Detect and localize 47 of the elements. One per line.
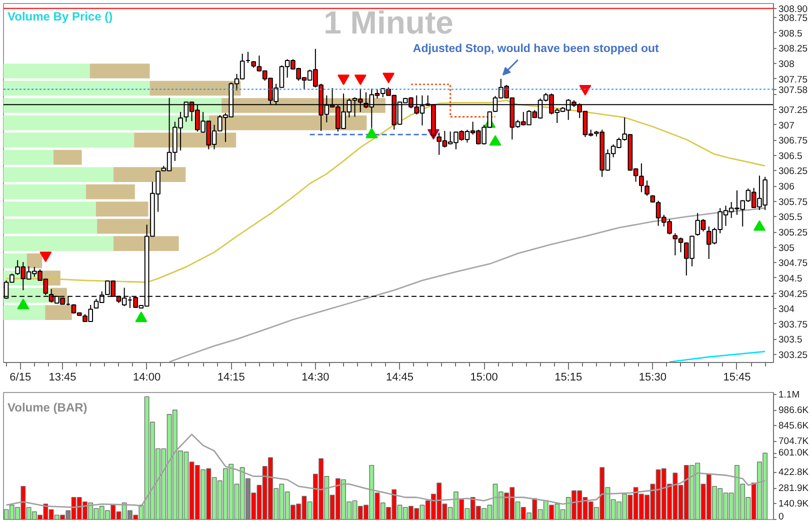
y-tick-label: 140.9K [778, 498, 810, 510]
y-tick-label: 305.5 [778, 212, 802, 224]
y-tick-label: 306.5 [778, 150, 802, 162]
y-tick-label: 306 [778, 182, 794, 193]
ref-line-label: 307.58 [778, 84, 808, 96]
chart-title: 1 Minute [324, 4, 454, 40]
y-tick-label: 303.25 [778, 350, 808, 362]
y-tick-label: 704.7K [778, 436, 810, 448]
y-tick-label: 307.75 [778, 74, 808, 86]
x-tick-label: 6/15 [10, 372, 32, 384]
y-tick-label: 304.25 [778, 288, 808, 300]
y-tick-label: 304.75 [778, 258, 808, 270]
y-tick-label: 307.25 [778, 104, 808, 116]
y-tick-label: 0 [778, 512, 784, 522]
y-tick-label: 306.25 [778, 166, 808, 178]
y-tick-label: 308.5 [778, 28, 802, 40]
y-tick-label: 304.5 [778, 273, 802, 284]
x-tick-label: 14:30 [302, 372, 330, 384]
y-tick-label: 306.75 [778, 136, 808, 147]
y-tick-label: 305.25 [778, 228, 808, 239]
y-tick-label: 1.1M [778, 389, 800, 400]
x-tick-label: 15:00 [470, 372, 498, 384]
y-tick-label: 305.75 [778, 196, 808, 208]
x-tick-label: 14:15 [217, 372, 245, 384]
y-tick-label: 422.8K [778, 467, 810, 478]
y-tick-label: 308 [778, 59, 794, 70]
x-tick-label: 13:45 [48, 372, 76, 384]
y-tick-label: 845.6K [778, 420, 810, 432]
chart-title: Volume By Price () [8, 10, 113, 24]
y-tick-label: 986.6K [778, 404, 810, 416]
y-tick-label: 305 [778, 242, 794, 254]
y-tick-label: 281.9K [778, 482, 810, 494]
x-tick-label: 15:15 [554, 372, 582, 384]
annotation: Adjusted Stop, would have been stopped out [412, 42, 660, 55]
y-tick-label: 307 [778, 120, 794, 132]
y-tick-label: 303.75 [778, 319, 808, 330]
x-tick-label: 14:45 [386, 372, 414, 384]
y-tick-label: 303.5 [778, 334, 802, 346]
ref-line-label: 308.90 [778, 4, 808, 15]
x-tick-label: 15:45 [723, 372, 751, 384]
x-tick-label: 15:30 [638, 372, 666, 384]
y-tick-label: 308.25 [778, 44, 808, 55]
x-tick-label: 14:00 [133, 372, 161, 384]
y-tick-label: 304 [778, 304, 794, 316]
y-tick-label: 308.75 [778, 13, 808, 24]
text: Volume (BAR) [8, 400, 88, 414]
y-tick-label: 601.0K [778, 448, 810, 459]
